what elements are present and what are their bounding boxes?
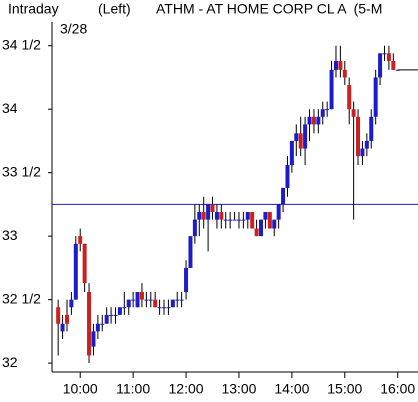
y-tick-label: 33 [2, 227, 18, 243]
candle-body [316, 116, 321, 125]
candle-body [245, 212, 250, 220]
candle-body [69, 299, 74, 308]
candle-body [360, 148, 365, 157]
chart-title: ATHM - AT HOME CORP CL A (5-M [156, 1, 382, 17]
candle-body [162, 307, 167, 309]
candle-body [184, 267, 189, 293]
candle-body [281, 187, 286, 205]
candle-body [179, 299, 184, 301]
candle-body [311, 116, 316, 125]
candle-body [201, 212, 206, 220]
candle-body [113, 314, 118, 316]
candle-body [56, 307, 61, 324]
candle-body [250, 212, 255, 229]
candle-body [206, 204, 211, 220]
candle-body [272, 219, 277, 229]
candle-body [386, 53, 391, 61]
y-tick-label: 34 1/2 [2, 36, 41, 52]
y-tick-label: 34 [2, 100, 18, 116]
candle-body [236, 219, 241, 221]
candle-body [307, 116, 312, 125]
candle-body [157, 307, 162, 309]
x-tick-label: 14:00 [274, 381, 309, 397]
candle-body [131, 299, 136, 301]
candle-body [64, 314, 69, 324]
candle-body [139, 292, 144, 300]
candle-body [369, 116, 374, 141]
y-tick-label: 32 [2, 354, 18, 370]
candle-body [219, 212, 224, 220]
candle-body [298, 133, 303, 149]
candle-body [382, 53, 387, 55]
candle-body [100, 323, 105, 325]
candle-body [148, 299, 153, 301]
candle-body [197, 212, 202, 220]
candle-body [254, 228, 259, 237]
candle-body [117, 307, 122, 315]
candle-body [303, 124, 308, 149]
candle-body [135, 292, 140, 308]
candle-body [153, 299, 158, 308]
candle-body [347, 85, 352, 110]
x-tick-label: 10:00 [63, 381, 98, 397]
candle-body [364, 140, 369, 149]
candle-body [188, 236, 193, 268]
candle-body [122, 307, 127, 309]
candle-body [259, 219, 264, 237]
candle-body [91, 331, 96, 347]
candle-body [285, 165, 290, 188]
candle-body [373, 77, 378, 117]
candle-body [320, 109, 325, 117]
candle-body [325, 109, 330, 111]
y-tick-label: 33 1/2 [2, 163, 41, 179]
candle-body [214, 212, 219, 220]
candle-body [87, 292, 92, 356]
candle-body [82, 243, 87, 284]
candle-body [294, 133, 299, 141]
candle-body [338, 60, 343, 70]
candle-body [109, 314, 114, 316]
candle-body [228, 219, 233, 221]
candle-body [342, 69, 347, 78]
candle-body [104, 314, 109, 324]
candle-body [351, 109, 356, 117]
candle-body [289, 140, 294, 166]
candle-body [170, 299, 175, 308]
chart-mode: (Left) [98, 1, 131, 17]
candle-body [395, 69, 400, 71]
candle-body [73, 243, 78, 300]
candle-body [333, 60, 338, 70]
candle-body [126, 299, 131, 308]
candle-body [356, 116, 361, 157]
candle-body [144, 299, 149, 301]
x-tick-label: 16:00 [380, 381, 415, 397]
candle-body [60, 323, 65, 332]
candle-body [263, 212, 268, 220]
candle-body [175, 299, 180, 301]
candle-body [210, 204, 215, 213]
candle-body [378, 53, 383, 78]
y-tick-label: 32 1/2 [2, 290, 41, 306]
chart-subtitle: 3/28 [60, 21, 87, 37]
candle-body [192, 219, 197, 237]
candle-body [241, 219, 246, 221]
candle-body [267, 212, 272, 229]
x-tick-label: 11:00 [116, 381, 150, 397]
candle-body [276, 204, 281, 220]
chart-label: Intraday [8, 1, 59, 17]
x-tick-label: 13:00 [221, 381, 256, 397]
candle-body [223, 219, 228, 221]
candle-body [78, 236, 83, 244]
candle-body [95, 323, 100, 332]
candle-body [232, 219, 237, 221]
x-tick-label: 12:00 [169, 381, 204, 397]
candle-body [329, 69, 334, 110]
x-tick-label: 15:00 [327, 381, 362, 397]
candle-body [391, 60, 396, 70]
candle-body [166, 307, 171, 309]
